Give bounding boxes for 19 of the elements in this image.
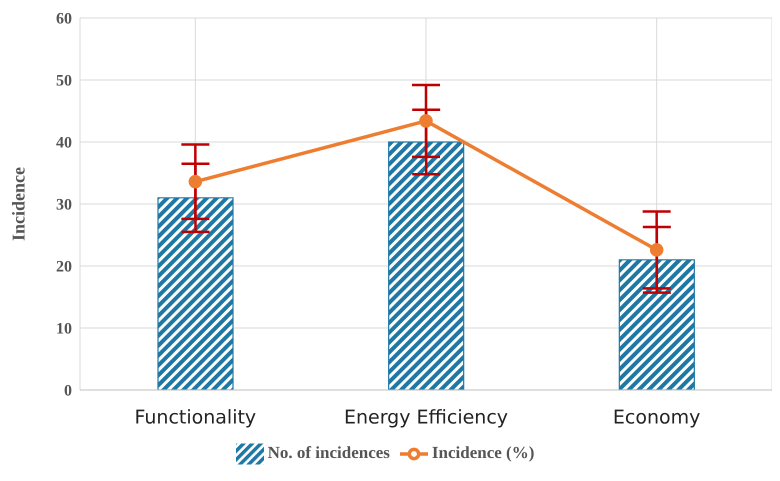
- x-tick-label: Energy Efficiency: [344, 406, 508, 428]
- y-tick-label: 20: [56, 258, 72, 276]
- y-tick-label: 10: [56, 320, 72, 338]
- x-tick-label: Economy: [612, 406, 700, 428]
- y-tick-label: 0: [64, 382, 72, 400]
- legend-label: No. of incidences: [268, 442, 390, 462]
- bar: [618, 259, 695, 390]
- y-axis-title: Incidence: [8, 166, 28, 241]
- y-tick-label: 60: [56, 10, 72, 28]
- bar: [157, 197, 234, 390]
- y-tick-label: 40: [56, 134, 72, 152]
- legend-label: Incidence (%): [432, 442, 534, 462]
- y-tick-label: 30: [56, 196, 72, 214]
- bar: [388, 141, 464, 390]
- point: [188, 174, 202, 188]
- y-tick-label: 50: [56, 72, 72, 90]
- x-tick-label: Functionality: [134, 406, 256, 428]
- point: [419, 114, 433, 128]
- point: [650, 243, 664, 257]
